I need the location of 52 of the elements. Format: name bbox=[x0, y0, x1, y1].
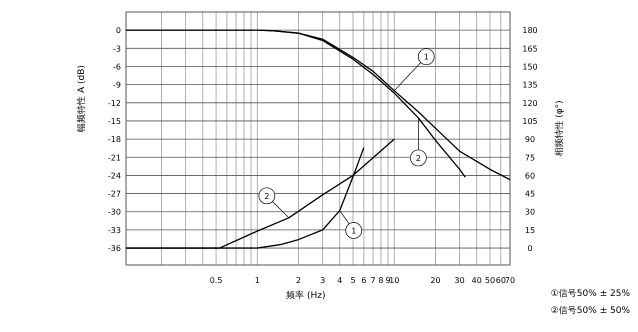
y-tick-label: -21 bbox=[108, 153, 121, 162]
y2-tick-label: 30 bbox=[524, 208, 536, 217]
x-tick-label: 0.5 bbox=[210, 276, 222, 285]
y-tick-label: 0 bbox=[116, 26, 121, 36]
y2-tick-label: 120 bbox=[522, 98, 538, 108]
y-tick-label: -12 bbox=[108, 98, 121, 108]
y2-tick-label: 0 bbox=[527, 244, 533, 254]
x-tick-label: 20 bbox=[430, 276, 441, 285]
y2-tick-label: 45 bbox=[524, 190, 536, 199]
x-tick-label: 1 bbox=[254, 276, 260, 285]
y-axis-title: 幅频特性 A (dB) bbox=[76, 65, 87, 132]
x-tick-label: 10 bbox=[389, 276, 400, 285]
y2-tick-label: 135 bbox=[522, 80, 538, 90]
y2-tick-label: 180 bbox=[522, 26, 538, 36]
text: 1 bbox=[424, 52, 429, 62]
text: 2 bbox=[264, 192, 270, 201]
y-tick-label: -9 bbox=[113, 80, 121, 90]
x-tick-label: 9 bbox=[385, 276, 391, 285]
y2-tick-label: 165 bbox=[522, 44, 538, 54]
text: ②信号50% ± 50% bbox=[550, 305, 630, 316]
x-tick-label: 5 bbox=[350, 276, 356, 285]
x-tick-label: 30 bbox=[454, 276, 465, 285]
y-tick-label: -33 bbox=[108, 226, 121, 235]
x-tick-label: 2 bbox=[296, 276, 302, 285]
y-tick-label: -24 bbox=[108, 171, 121, 180]
y2-tick-label: 60 bbox=[524, 171, 536, 180]
y-tick-label: -30 bbox=[108, 208, 121, 217]
text: ①信号50% ± 25% bbox=[550, 288, 630, 299]
x-axis-title: 频率 (Hz) bbox=[286, 290, 326, 301]
x-tick-label: 6 bbox=[361, 276, 366, 285]
x-tick-label: 40 bbox=[472, 276, 482, 285]
y2-tick-label: 105 bbox=[522, 116, 538, 126]
legend-label: 1 bbox=[351, 226, 356, 236]
x-tick-label: 3 bbox=[320, 276, 326, 285]
x-tick-label: 4 bbox=[337, 276, 342, 285]
text: 2 bbox=[416, 154, 421, 163]
y-tick-label: -18 bbox=[108, 135, 121, 144]
y2-axis-title: 相频特性 (φ°) bbox=[554, 100, 565, 157]
x-tick-label: 7 bbox=[370, 276, 376, 285]
y-tick-label: -15 bbox=[108, 116, 121, 126]
y-tick-label: -6 bbox=[113, 62, 121, 72]
y2-tick-label: 150 bbox=[522, 62, 538, 72]
y2-tick-label: 90 bbox=[524, 135, 536, 144]
y-tick-label: -3 bbox=[113, 44, 121, 54]
x-tick-label: 8 bbox=[378, 276, 384, 285]
x-tick-label: 60 bbox=[496, 276, 506, 285]
y2-tick-label: 15 bbox=[524, 226, 536, 235]
x-tick-label: 50 bbox=[484, 276, 496, 285]
y2-tick-label: 75 bbox=[524, 153, 536, 162]
x-tick-label: 70 bbox=[504, 276, 516, 285]
y-tick-label: -27 bbox=[108, 190, 121, 199]
y-tick-label: -36 bbox=[108, 244, 121, 254]
